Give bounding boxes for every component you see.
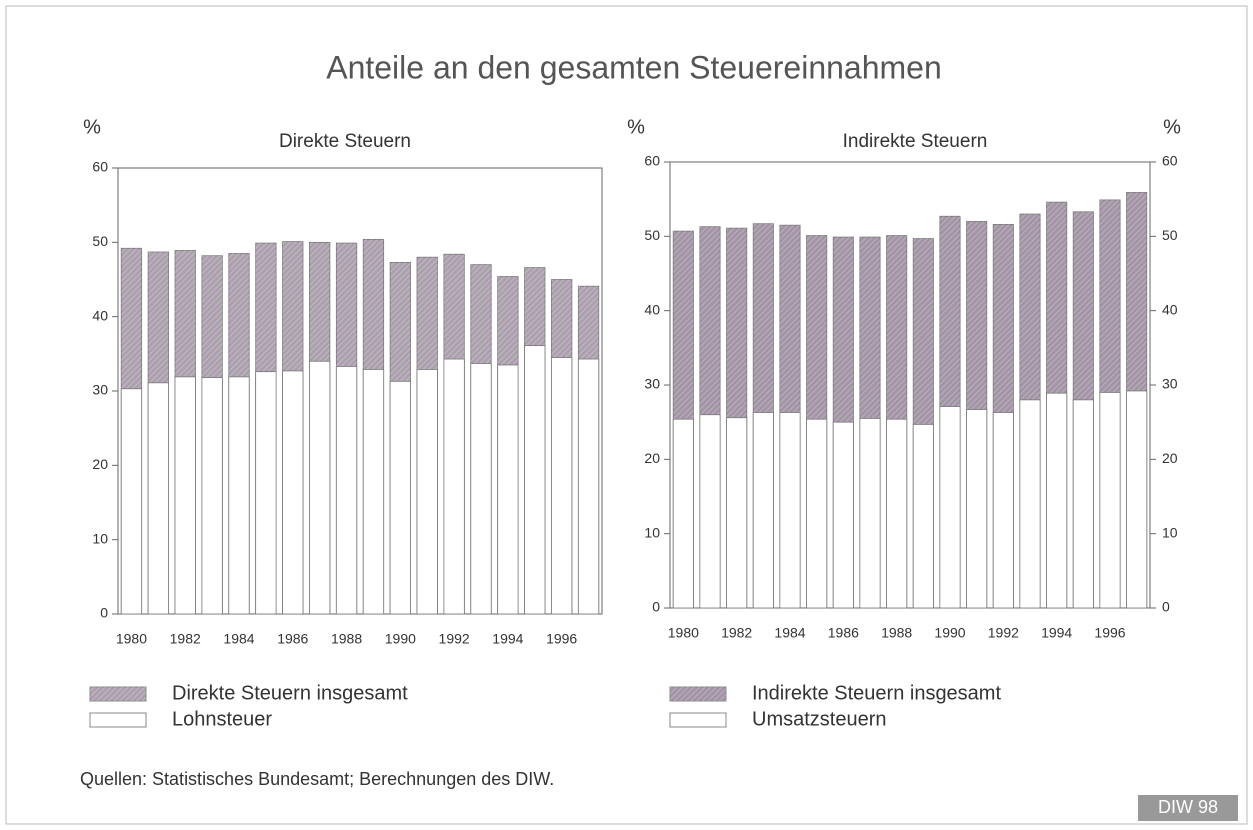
x-tick-label: 1992 — [988, 625, 1019, 641]
y-tick-label: 10 — [644, 524, 660, 540]
bar — [752, 412, 774, 609]
x-tick-label: 1982 — [170, 631, 201, 647]
subtitle: Indirekte Steuern — [843, 131, 988, 152]
legend-hatch — [670, 687, 726, 701]
bar — [120, 388, 143, 615]
bar — [282, 370, 304, 615]
legend-swatch — [89, 712, 147, 728]
y-tick-label: 10 — [92, 530, 108, 546]
y-axis-unit: % — [627, 116, 645, 138]
y-tick-label: 30 — [644, 376, 660, 392]
bar — [443, 358, 465, 615]
y-tick-label: 60 — [92, 159, 108, 175]
y2-tick-label: 30 — [1162, 376, 1178, 392]
bar — [228, 376, 250, 615]
x-tick-label: 1992 — [439, 631, 470, 647]
bar — [1046, 392, 1068, 609]
bar — [966, 409, 988, 609]
bar — [335, 366, 358, 615]
bar — [912, 423, 934, 609]
bar — [1126, 390, 1148, 609]
x-tick-label: 1986 — [277, 631, 308, 647]
legend-label: Indirekte Steuern insgesamt — [752, 682, 1001, 704]
y-tick-label: 50 — [92, 233, 108, 249]
bar — [551, 357, 573, 615]
y-tick-label: 30 — [92, 382, 108, 398]
title: Anteile an den gesamten Steuereinnahmen — [326, 49, 942, 85]
x-tick-label: 1988 — [881, 625, 912, 641]
y-tick-label: 40 — [92, 307, 108, 323]
bar — [886, 418, 908, 609]
bar — [726, 417, 748, 609]
legend-hatch — [90, 687, 146, 701]
y2-tick-label: 60 — [1162, 153, 1178, 169]
bar — [577, 358, 600, 615]
x-tick-label: 1988 — [331, 631, 362, 647]
y-tick-label: 50 — [644, 227, 660, 243]
y-axis-unit: % — [83, 116, 101, 138]
y-tick-label: 0 — [100, 605, 108, 621]
x-tick-label: 1980 — [668, 625, 699, 641]
y2-tick-label: 50 — [1162, 227, 1178, 243]
y2-axis-unit: % — [1163, 116, 1181, 138]
x-tick-label: 1982 — [721, 625, 752, 641]
x-tick-label: 1994 — [1041, 625, 1072, 641]
subtitle: Direkte Steuern — [279, 131, 411, 152]
legend-label: Lohnsteuer — [172, 708, 272, 730]
badge: DIW 98 — [1158, 797, 1218, 817]
bar — [524, 345, 546, 615]
bar — [832, 421, 854, 609]
bar — [309, 360, 331, 615]
x-tick-label: 1984 — [774, 625, 805, 641]
bar — [147, 382, 169, 615]
bar — [1099, 392, 1121, 609]
y2-tick-label: 20 — [1162, 450, 1178, 466]
bar — [699, 414, 721, 609]
x-tick-label: 1996 — [1094, 625, 1125, 641]
frame — [5, 5, 1248, 825]
legend-label: Direkte Steuern insgesamt — [172, 682, 408, 704]
x-tick-label: 1994 — [492, 631, 523, 647]
bar — [1072, 399, 1094, 609]
y2-tick-label: 40 — [1162, 301, 1178, 317]
legend-swatch — [669, 712, 727, 728]
legend-label: Umsatzsteuern — [752, 708, 887, 730]
bar — [992, 412, 1014, 609]
bar — [416, 369, 438, 615]
y-tick-label: 40 — [644, 301, 660, 317]
x-tick-label: 1990 — [385, 631, 416, 647]
bar — [1019, 399, 1041, 609]
bar — [470, 363, 492, 615]
bar — [806, 418, 828, 609]
bar — [174, 376, 196, 615]
x-tick-label: 1980 — [116, 631, 147, 647]
x-tick-label: 1984 — [223, 631, 254, 647]
bar — [255, 371, 277, 615]
bar — [201, 377, 223, 615]
badge-bg — [1138, 795, 1238, 821]
y-tick-label: 20 — [644, 450, 660, 466]
bar — [779, 412, 801, 609]
bar — [672, 418, 694, 609]
bar — [362, 369, 385, 615]
footnote: Quellen: Statistisches Bundesamt; Berech… — [80, 769, 554, 789]
y2-tick-label: 0 — [1162, 599, 1170, 615]
bar — [389, 380, 411, 615]
bar — [859, 418, 881, 609]
bar — [939, 406, 961, 609]
x-tick-label: 1996 — [546, 631, 577, 647]
bar — [497, 364, 519, 615]
y-tick-label: 20 — [92, 456, 108, 472]
x-tick-label: 1986 — [828, 625, 859, 641]
x-tick-label: 1990 — [934, 625, 965, 641]
y-tick-label: 0 — [652, 599, 660, 615]
y2-tick-label: 10 — [1162, 524, 1178, 540]
y-tick-label: 60 — [644, 153, 660, 169]
